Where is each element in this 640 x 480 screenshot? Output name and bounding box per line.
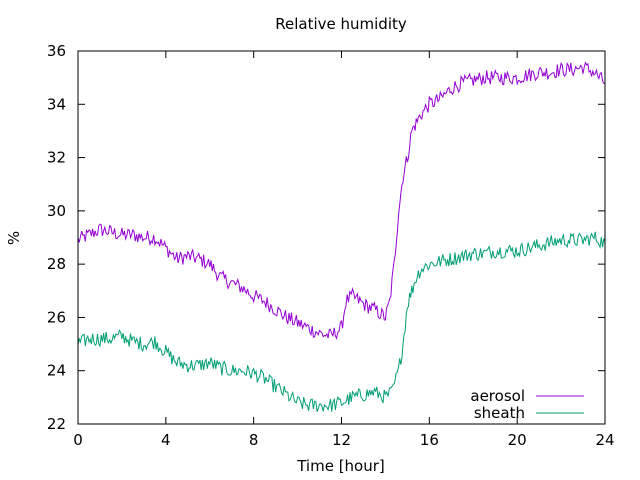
x-tick-label: 8 <box>249 431 259 449</box>
series-line-aerosol <box>77 61 606 340</box>
y-tick-label: 22 <box>47 415 66 433</box>
x-axis-label: Time [hour] <box>296 457 385 475</box>
x-tick-label: 4 <box>161 431 171 449</box>
chart-title: Relative humidity <box>275 15 407 33</box>
series-line-sheath <box>77 231 606 412</box>
y-axis-label: % <box>5 231 23 245</box>
plot-frame <box>77 50 606 425</box>
series-layer <box>77 61 606 412</box>
axis-ticks: 0 4 8 12 16 20 24 22 24 26 28 30 32 34 36 <box>47 42 615 449</box>
x-tick-label: 24 <box>595 431 614 449</box>
x-tick-label: 20 <box>508 431 527 449</box>
y-tick-label: 34 <box>47 95 66 113</box>
y-tick-label: 24 <box>47 362 66 380</box>
y-tick-label: 32 <box>47 149 66 167</box>
y-tick-label: 30 <box>47 202 66 220</box>
x-tick-label: 12 <box>332 431 351 449</box>
x-tick-label: 0 <box>73 431 83 449</box>
y-tick-label: 36 <box>47 42 66 60</box>
x-tick-label: 16 <box>420 431 439 449</box>
y-tick-label: 26 <box>47 308 66 326</box>
legend-label-sheath: sheath <box>474 404 525 422</box>
y-tick-label: 28 <box>47 255 66 273</box>
legend-label-aerosol: aerosol <box>470 387 525 405</box>
